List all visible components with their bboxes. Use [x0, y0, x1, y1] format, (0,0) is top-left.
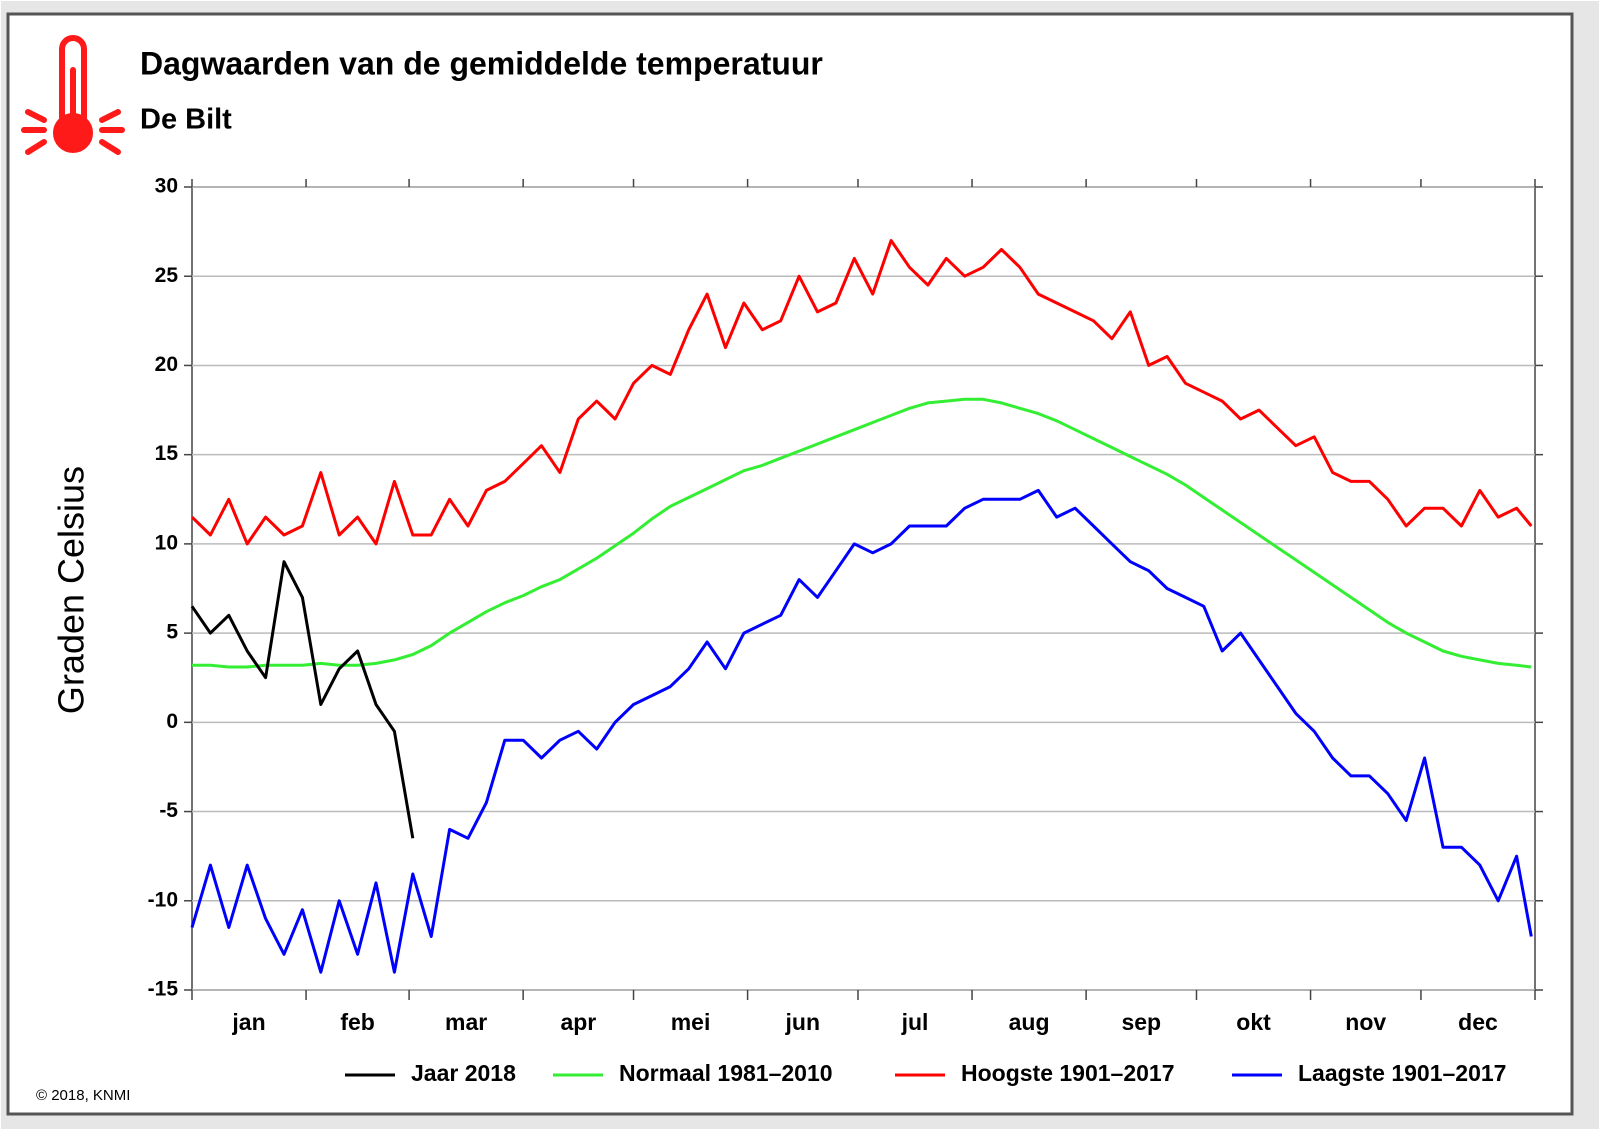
legend-label: Normaal 1981–2010	[619, 1060, 833, 1086]
y-tick-label: 30	[155, 175, 178, 198]
y-tick-label: -5	[159, 799, 178, 822]
y-tick-label: 0	[166, 710, 178, 733]
x-tick-label: mei	[671, 1009, 711, 1035]
series-line	[190, 560, 415, 839]
chart-subtitle: De Bilt	[140, 104, 232, 136]
chart-title: Dagwaarden van de gemiddelde temperatuur	[140, 45, 823, 81]
legend-label: Jaar 2018	[411, 1060, 516, 1086]
series-line	[190, 488, 1533, 974]
x-tick-label: aug	[1009, 1009, 1050, 1035]
y-tick-label: 15	[155, 442, 179, 465]
x-tick-label: feb	[340, 1009, 375, 1035]
y-tick-label: -15	[148, 978, 179, 1001]
x-tick-label: jul	[901, 1009, 929, 1035]
x-tick-label: jan	[231, 1009, 265, 1035]
y-tick-label: -10	[148, 888, 178, 911]
x-tick-label: nov	[1345, 1009, 1386, 1035]
x-tick-label: mar	[445, 1009, 487, 1035]
x-tick-label: jun	[785, 1009, 821, 1035]
plot-area	[191, 186, 1536, 991]
legend-label: Hoogste 1901–2017	[961, 1060, 1175, 1086]
y-tick-label: 25	[155, 264, 179, 287]
x-tick-label: sep	[1121, 1009, 1161, 1035]
thermometer-icon	[21, 35, 125, 155]
y-axis-label: Graden Celsius	[51, 466, 92, 714]
legend-label: Laagste 1901–2017	[1298, 1060, 1506, 1086]
x-tick-label: okt	[1236, 1009, 1271, 1035]
y-tick-label: 10	[155, 531, 178, 554]
y-tick-label: 20	[155, 353, 178, 376]
x-tick-label: apr	[560, 1009, 596, 1035]
series-line	[192, 397, 1532, 669]
credit: © 2018, KNMI	[36, 1087, 130, 1104]
series-line	[190, 239, 1533, 546]
y-tick-label: 5	[166, 621, 178, 644]
x-tick-label: dec	[1458, 1009, 1498, 1035]
